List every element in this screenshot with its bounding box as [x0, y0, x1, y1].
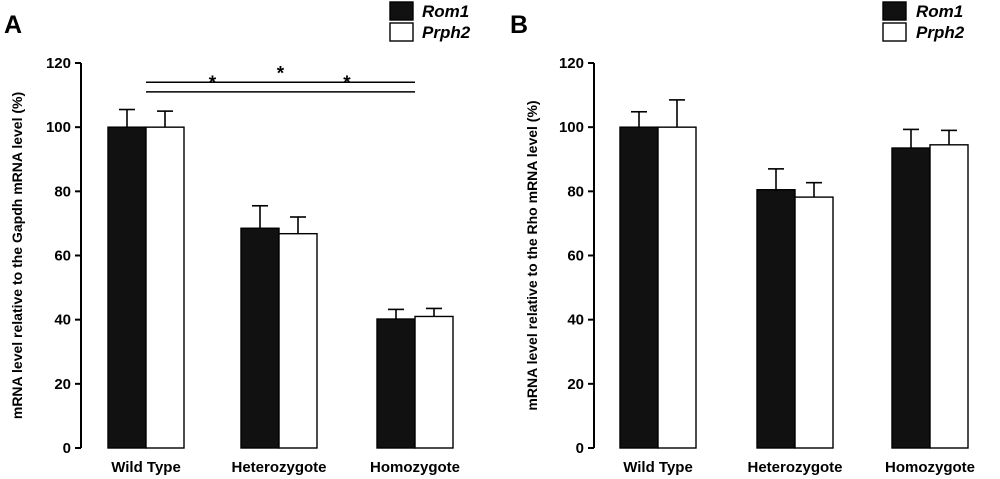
x-tick-label: Homozygote	[370, 459, 460, 476]
panel-letter: B	[510, 11, 528, 39]
legend-label: Prph2	[422, 23, 471, 42]
panel-letter: A	[4, 11, 22, 39]
bar-rom1	[376, 318, 416, 449]
chart-panel-a: A 0 20 40 60 80 100 120 mRNA level relative to t…	[4, 1, 471, 476]
legend-label: Rom1	[422, 2, 469, 21]
y-tick-label: 120	[559, 55, 584, 72]
y-tick-label: 80	[54, 183, 71, 200]
x-tick-label: Wild Type	[623, 459, 693, 476]
y-tick-label: 120	[46, 55, 71, 72]
y-tick-label: 40	[567, 312, 584, 329]
bar-prph2	[929, 144, 969, 449]
legend-swatch-prph2	[882, 22, 907, 42]
y-tick-label: 60	[54, 248, 71, 265]
legend-swatch-rom1	[389, 1, 414, 21]
chart-panel-b: B 0 20 40 60 80 100 120 mRNA level relative to t…	[510, 1, 975, 476]
y-tick-label: 0	[63, 440, 71, 457]
bar-prph2	[657, 126, 697, 449]
x-tick-label: Heterozygote	[747, 459, 842, 476]
y-axis-label: mRNA level relative to the Rho mRNA leve…	[524, 100, 540, 410]
significance-star: *	[343, 73, 351, 94]
bar-rom1	[240, 227, 280, 449]
bar-rom1	[891, 147, 931, 449]
y-tick-label: 80	[567, 183, 584, 200]
y-tick-label: 100	[46, 119, 71, 136]
bar-prph2	[414, 315, 454, 449]
bar-prph2	[145, 126, 185, 449]
y-tick-label: 20	[567, 376, 584, 393]
significance-star: *	[277, 63, 285, 84]
y-tick-label: 60	[567, 248, 584, 265]
y-tick-label: 40	[54, 312, 71, 329]
significance-star: *	[209, 73, 217, 94]
x-tick-label: Homozygote	[885, 459, 975, 476]
bar-rom1	[756, 189, 796, 449]
y-axis-label: mRNA level relative to the Gapdh mRNA le…	[9, 92, 25, 419]
bar-rom1	[619, 126, 659, 449]
legend-swatch-prph2	[389, 22, 414, 42]
x-tick-label: Wild Type	[111, 459, 181, 476]
legend-label: Rom1	[916, 2, 963, 21]
legend-label: Prph2	[916, 23, 965, 42]
bar-rom1	[107, 126, 147, 449]
legend-swatch-rom1	[882, 1, 907, 21]
y-tick-label: 0	[576, 440, 584, 457]
bar-prph2	[278, 232, 318, 449]
x-tick-label: Heterozygote	[231, 459, 326, 476]
bar-prph2	[794, 196, 834, 449]
y-tick-label: 20	[54, 376, 71, 393]
y-tick-label: 100	[559, 119, 584, 136]
